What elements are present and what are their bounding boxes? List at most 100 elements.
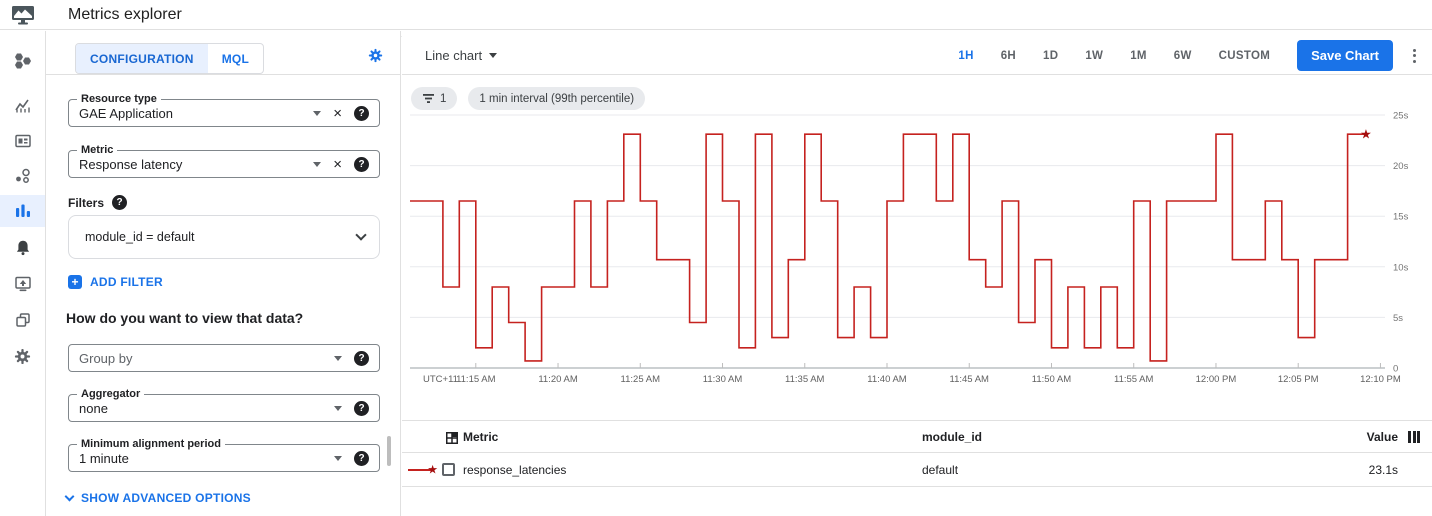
min-alignment-label: Minimum alignment period xyxy=(77,438,225,450)
column-selector-icon[interactable] xyxy=(1408,430,1420,443)
show-advanced-options-button[interactable]: SHOW ADVANCED OPTIONS xyxy=(64,491,251,505)
nav-metrics-explorer[interactable] xyxy=(0,195,45,227)
chart-panel-header: Line chart 1H 6H 1D 1W 1M 6W CUSTOM Save Chart xyxy=(402,37,1432,75)
cell-module-id: default xyxy=(922,462,959,477)
services-icon xyxy=(15,168,30,183)
help-icon[interactable]: ? xyxy=(354,105,369,121)
svg-text:20s: 20s xyxy=(1393,161,1409,172)
dropdown-caret-icon[interactable] xyxy=(334,405,342,411)
filter-expression: module_id = default xyxy=(85,230,195,244)
dropdown-caret-icon[interactable] xyxy=(334,355,342,361)
time-range-1m[interactable]: 1M xyxy=(1130,49,1147,62)
time-range-1h[interactable]: 1H xyxy=(958,49,974,62)
chart-panel: Line chart 1H 6H 1D 1W 1M 6W CUSTOM Save Chart… xyxy=(402,31,1432,516)
plus-icon: + xyxy=(68,275,82,289)
left-nav-rail xyxy=(0,31,46,516)
row-checkbox[interactable] xyxy=(442,462,455,476)
legend-table-header: Metric module_id Value xyxy=(402,420,1432,453)
min-alignment-value: 1 minute xyxy=(79,450,129,466)
metric-label: Metric xyxy=(77,144,118,156)
nav-groups[interactable] xyxy=(0,304,45,336)
show-advanced-options-label: SHOW ADVANCED OPTIONS xyxy=(81,491,251,505)
time-range-1d[interactable]: 1D xyxy=(1043,49,1059,62)
hexagons-icon xyxy=(14,53,31,69)
filter-chip-module-id[interactable]: module_id = default xyxy=(68,215,380,259)
resource-type-label: Resource type xyxy=(77,93,161,105)
filter-count-chip[interactable]: 1 xyxy=(411,87,458,110)
nav-alerting[interactable] xyxy=(0,232,45,264)
top-bar: Metrics explorer xyxy=(0,0,1432,30)
nav-settings[interactable] xyxy=(0,340,45,372)
svg-text:UTC+11: UTC+11 xyxy=(423,374,458,385)
tab-mql[interactable]: MQL xyxy=(221,51,250,66)
chart-type-dropdown[interactable]: Line chart xyxy=(425,48,498,63)
cell-value: 23.1s xyxy=(1368,462,1398,477)
column-header-metric[interactable]: Metric xyxy=(463,429,499,444)
svg-text:11:40 AM: 11:40 AM xyxy=(867,374,907,385)
time-range-group: 1H 6H 1D 1W 1M 6W CUSTOM xyxy=(958,50,1297,62)
nav-dashboards[interactable] xyxy=(0,90,45,122)
add-filter-button[interactable]: + ADD FILTER xyxy=(68,275,163,289)
svg-text:12:10 PM: 12:10 PM xyxy=(1360,374,1401,385)
column-header-module-id[interactable]: module_id xyxy=(922,429,983,444)
svg-text:11:55 AM: 11:55 AM xyxy=(1114,374,1154,385)
svg-text:11:50 AM: 11:50 AM xyxy=(1032,374,1072,385)
filter-list-icon xyxy=(423,94,434,103)
help-icon[interactable]: ? xyxy=(354,450,369,466)
interval-chip-label: 1 min interval (99th percentile) xyxy=(479,92,635,105)
min-alignment-field[interactable]: Minimum alignment period 1 minute ? xyxy=(68,438,380,472)
help-icon[interactable]: ? xyxy=(354,400,369,416)
groups-icon xyxy=(15,313,30,327)
chart-type-label: Line chart xyxy=(425,48,483,63)
chevron-down-icon[interactable] xyxy=(355,229,367,241)
clear-icon[interactable]: × xyxy=(333,155,342,173)
help-icon[interactable]: ? xyxy=(354,156,369,172)
filters-label: Filters xyxy=(68,195,105,210)
tab-configuration[interactable]: CONFIGURATION xyxy=(76,44,208,73)
chevron-down-icon xyxy=(64,491,75,501)
dropdown-caret-icon[interactable] xyxy=(313,110,322,116)
resource-type-field[interactable]: Resource type GAE Application × ? xyxy=(68,93,380,127)
svg-text:11:20 AM: 11:20 AM xyxy=(538,374,578,385)
more-options-kebab-icon[interactable] xyxy=(1407,45,1422,67)
trending-chart-icon xyxy=(14,99,30,113)
filters-section-header: Filters ? xyxy=(68,195,128,210)
time-range-custom[interactable]: CUSTOM xyxy=(1218,49,1271,62)
dropdown-caret-icon[interactable] xyxy=(313,161,322,167)
nav-services[interactable] xyxy=(0,160,45,192)
dropdown-caret-icon[interactable] xyxy=(334,455,342,461)
chart-settings-gear-button[interactable] xyxy=(368,48,383,68)
page-title: Metrics explorer xyxy=(68,6,182,23)
table-row[interactable]: ★ response_latencies default 23.1s xyxy=(402,453,1432,487)
current-value-star-icon: ★ xyxy=(1360,128,1372,143)
aggregator-field[interactable]: Aggregator none ? xyxy=(68,388,380,422)
interval-chip[interactable]: 1 min interval (99th percentile) xyxy=(468,87,646,110)
configuration-panel: CONFIGURATION MQL Resource type GAE Appl… xyxy=(46,31,401,516)
time-range-6h[interactable]: 6H xyxy=(1000,49,1017,62)
time-range-6w[interactable]: 6W xyxy=(1173,49,1192,62)
bell-icon xyxy=(16,240,29,256)
column-header-value[interactable]: Value xyxy=(1366,429,1398,444)
time-range-1w[interactable]: 1W xyxy=(1085,49,1104,62)
nav-monitoring-overview[interactable] xyxy=(0,45,45,77)
gear-icon xyxy=(14,348,31,364)
legend-toggle-icon[interactable] xyxy=(446,431,458,449)
help-icon[interactable]: ? xyxy=(112,195,128,210)
svg-text:25s: 25s xyxy=(1393,111,1409,122)
dashboard-card-icon xyxy=(14,134,31,148)
group-by-placeholder: Group by xyxy=(79,350,133,366)
config-panel-scrollbar[interactable] xyxy=(387,436,391,466)
help-icon[interactable]: ? xyxy=(354,350,369,366)
legend-line-icon xyxy=(408,468,434,471)
uptime-monitor-icon xyxy=(14,276,31,292)
save-chart-button[interactable]: Save Chart xyxy=(1297,40,1393,71)
nav-uptime-checks[interactable] xyxy=(0,268,45,300)
aggregator-label: Aggregator xyxy=(77,388,145,400)
config-tab-group: CONFIGURATION MQL xyxy=(75,43,265,74)
group-by-field[interactable]: Group by ? xyxy=(68,344,380,372)
metric-field[interactable]: Metric Response latency × ? xyxy=(68,144,380,178)
config-header: CONFIGURATION MQL xyxy=(46,37,401,75)
nav-dashboard-card[interactable] xyxy=(0,125,45,157)
clear-icon[interactable]: × xyxy=(333,104,342,122)
